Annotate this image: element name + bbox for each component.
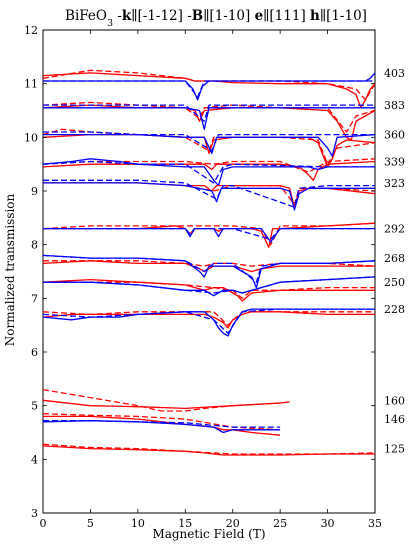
series-line [43, 72, 376, 101]
title-part: ∥[1-10] [320, 8, 367, 24]
frequency-annotation: 228 [384, 303, 405, 316]
series-line [42, 72, 376, 109]
y-tick-label: 8 [31, 239, 38, 252]
series-line [42, 413, 281, 431]
x-axis-label: Magnetic Field (T) [152, 527, 265, 541]
series-line [42, 445, 375, 456]
frequency-annotation: 250 [384, 276, 405, 289]
series-line [42, 101, 376, 133]
series-layer [42, 69, 376, 456]
y-tick-label: 11 [24, 78, 38, 91]
x-tick-label: 15 [178, 517, 192, 530]
y-tick-label: 5 [31, 400, 38, 413]
frequency-annotation: 383 [384, 99, 405, 112]
frequency-annotation: 339 [384, 155, 405, 168]
frequency-annotation: 403 [384, 67, 405, 80]
frequency-annotation: 146 [384, 413, 405, 426]
series-line [42, 443, 376, 455]
y-tick-label: 4 [31, 453, 38, 466]
x-tick-label: 20 [226, 517, 240, 530]
series-line [43, 420, 281, 428]
series-line [43, 182, 376, 208]
chart-title: BiFeO3 -k∥[-1-12] -B∥[1-10] e∥[111] h∥[1… [65, 8, 367, 29]
series-line [42, 388, 281, 412]
title-part: BiFeO [65, 8, 107, 24]
x-tick-label: 35 [368, 517, 382, 530]
series-line [42, 160, 375, 184]
frequency-annotation: 323 [384, 177, 405, 190]
title-part: ∥[-1-12] - [131, 8, 192, 24]
frequency-annotation: 125 [384, 443, 405, 456]
title-part: k [122, 8, 132, 24]
y-axis-label: Normalized transmission [3, 193, 17, 346]
series-line [42, 311, 375, 326]
y-tick-label: 6 [31, 346, 38, 359]
title-part: 3 [107, 18, 113, 29]
title-part: ∥[1-10] [203, 8, 254, 24]
series-line [43, 131, 375, 152]
title-part: B [192, 8, 203, 24]
frequency-annotation: 360 [384, 129, 405, 142]
series-line [43, 276, 376, 294]
x-tick-label: 30 [321, 517, 335, 530]
series-line [43, 104, 375, 122]
y-tick-label: 3 [31, 507, 38, 520]
frequency-annotation: 268 [384, 252, 405, 265]
series-line [43, 222, 376, 248]
y-tick-label: 7 [31, 292, 38, 305]
title-part: h [310, 8, 320, 24]
x-tick-label: 10 [131, 517, 145, 530]
ticks-layer: 0 5 10 15 20 25 30 35 3 4 5 6 7 8 9 10 11 12 [24, 24, 382, 530]
y-tick-label: 12 [24, 24, 38, 37]
y-tick-label: 9 [31, 185, 38, 198]
series-line [42, 158, 375, 187]
frequency-annotation: 292 [384, 223, 405, 236]
series-line [42, 69, 376, 101]
x-tick-label: 5 [87, 517, 94, 530]
plot-area [42, 29, 376, 514]
series-line [42, 222, 376, 246]
series-line [43, 182, 376, 206]
frequency-annotation: 160 [384, 394, 405, 407]
series-line [43, 227, 375, 243]
series-line [42, 158, 376, 173]
series-line [43, 227, 375, 240]
title-part: e [255, 8, 264, 24]
title-part: ∥[111] [263, 8, 310, 24]
series-line [43, 415, 281, 436]
series-line [43, 80, 375, 98]
plot-frame [42, 29, 376, 514]
x-tick-label: 0 [40, 517, 47, 530]
annotation-layer: 403 383 360 339 323 292 268 250 228 160 146 125 [384, 67, 405, 456]
series-line [42, 308, 375, 337]
y-tick-label: 10 [24, 131, 38, 144]
x-tick-label: 25 [273, 517, 287, 530]
series-line [43, 107, 375, 130]
series-line [42, 308, 375, 334]
title-part: - [113, 8, 122, 24]
series-line [43, 179, 375, 208]
series-line [43, 182, 375, 211]
